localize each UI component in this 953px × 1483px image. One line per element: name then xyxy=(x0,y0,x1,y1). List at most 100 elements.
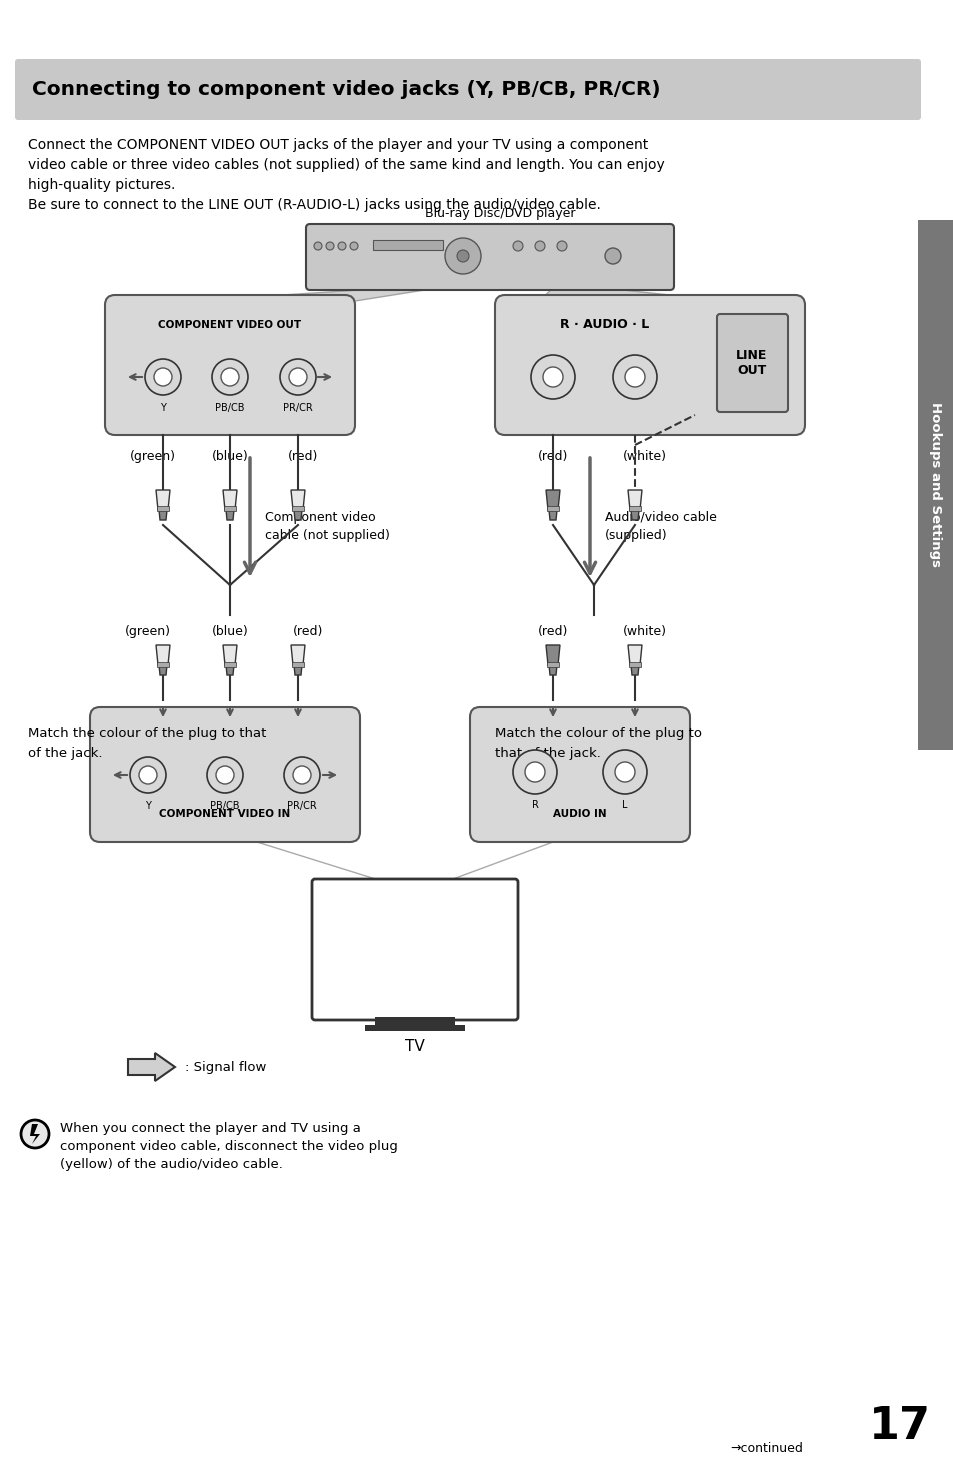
Circle shape xyxy=(293,767,311,785)
Circle shape xyxy=(130,756,166,793)
Circle shape xyxy=(513,242,522,251)
Text: (red): (red) xyxy=(288,449,318,463)
Bar xyxy=(365,1025,464,1031)
Polygon shape xyxy=(156,645,170,664)
Text: Component video: Component video xyxy=(265,510,375,523)
Text: Match the colour of the plug to: Match the colour of the plug to xyxy=(495,727,701,740)
Circle shape xyxy=(444,237,480,274)
FancyBboxPatch shape xyxy=(495,295,804,435)
Text: (supplied): (supplied) xyxy=(604,528,667,541)
FancyBboxPatch shape xyxy=(90,707,359,842)
Polygon shape xyxy=(223,489,236,510)
Text: PB/CB: PB/CB xyxy=(210,801,239,811)
Text: AUDIO IN: AUDIO IN xyxy=(553,810,606,819)
Text: high-quality pictures.: high-quality pictures. xyxy=(28,178,175,191)
Polygon shape xyxy=(226,510,233,521)
Bar xyxy=(292,506,304,512)
Circle shape xyxy=(604,248,620,264)
Circle shape xyxy=(624,366,644,387)
Circle shape xyxy=(326,242,334,251)
Polygon shape xyxy=(291,645,305,664)
Text: Be sure to connect to the LINE OUT (R-AUDIO-L) jacks using the audio/video cable: Be sure to connect to the LINE OUT (R-AU… xyxy=(28,199,600,212)
Polygon shape xyxy=(291,489,305,510)
Text: Match the colour of the plug to that: Match the colour of the plug to that xyxy=(28,727,266,740)
Text: of the jack.: of the jack. xyxy=(28,747,102,759)
Text: LINE
OUT: LINE OUT xyxy=(736,349,767,377)
FancyBboxPatch shape xyxy=(306,224,673,291)
Text: (white): (white) xyxy=(622,624,666,638)
Polygon shape xyxy=(156,489,170,510)
Circle shape xyxy=(557,242,566,251)
Bar xyxy=(157,661,169,667)
FancyBboxPatch shape xyxy=(717,314,787,412)
Text: video cable or three video cables (not supplied) of the same kind and length. Yo: video cable or three video cables (not s… xyxy=(28,159,664,172)
Text: COMPONENT VIDEO OUT: COMPONENT VIDEO OUT xyxy=(158,320,301,331)
Bar xyxy=(375,1017,455,1025)
Circle shape xyxy=(524,762,544,782)
Bar xyxy=(373,240,442,251)
Text: →continued: →continued xyxy=(729,1441,802,1455)
Circle shape xyxy=(280,359,315,394)
Polygon shape xyxy=(30,1124,40,1143)
Text: Blu-ray Disc/DVD player: Blu-ray Disc/DVD player xyxy=(424,208,575,219)
Polygon shape xyxy=(548,510,557,521)
Circle shape xyxy=(221,368,239,386)
Bar xyxy=(292,661,304,667)
Circle shape xyxy=(139,767,157,785)
Circle shape xyxy=(337,242,346,251)
Circle shape xyxy=(215,767,233,785)
Polygon shape xyxy=(627,489,641,510)
FancyBboxPatch shape xyxy=(470,707,689,842)
FancyBboxPatch shape xyxy=(15,59,920,120)
Text: When you connect the player and TV using a: When you connect the player and TV using… xyxy=(60,1123,360,1134)
Circle shape xyxy=(535,242,544,251)
Text: (yellow) of the audio/video cable.: (yellow) of the audio/video cable. xyxy=(60,1158,283,1172)
Polygon shape xyxy=(159,510,167,521)
Text: (green): (green) xyxy=(130,449,175,463)
Polygon shape xyxy=(535,286,764,305)
Text: PR/CR: PR/CR xyxy=(283,403,313,412)
Text: (blue): (blue) xyxy=(212,624,248,638)
Bar xyxy=(917,219,953,750)
Polygon shape xyxy=(159,664,167,675)
Text: (red): (red) xyxy=(293,624,323,638)
Polygon shape xyxy=(223,645,236,664)
Polygon shape xyxy=(294,510,302,521)
Circle shape xyxy=(145,359,181,394)
Text: : Signal flow: : Signal flow xyxy=(185,1060,266,1074)
Bar xyxy=(628,506,640,512)
Polygon shape xyxy=(294,664,302,675)
Text: R: R xyxy=(531,799,537,810)
Polygon shape xyxy=(130,286,450,305)
Circle shape xyxy=(284,756,319,793)
Text: Connect the COMPONENT VIDEO OUT jacks of the player and your TV using a componen: Connect the COMPONENT VIDEO OUT jacks of… xyxy=(28,138,648,151)
Circle shape xyxy=(542,366,562,387)
Circle shape xyxy=(613,354,657,399)
Text: cable (not supplied): cable (not supplied) xyxy=(265,528,390,541)
Polygon shape xyxy=(630,664,639,675)
Text: COMPONENT VIDEO IN: COMPONENT VIDEO IN xyxy=(159,810,291,819)
Circle shape xyxy=(615,762,635,782)
Circle shape xyxy=(456,251,469,262)
Bar xyxy=(224,661,235,667)
Circle shape xyxy=(153,368,172,386)
Text: R · AUDIO · L: R · AUDIO · L xyxy=(559,319,649,332)
Bar xyxy=(224,506,235,512)
Text: Hookups and Settings: Hookups and Settings xyxy=(928,402,942,568)
Text: Connecting to component video jacks (Y, PB/CB, PR/CR): Connecting to component video jacks (Y, … xyxy=(32,80,659,99)
Bar xyxy=(628,661,640,667)
Circle shape xyxy=(21,1120,49,1148)
Polygon shape xyxy=(545,645,559,664)
Circle shape xyxy=(513,750,557,793)
Text: 17: 17 xyxy=(868,1404,930,1447)
Circle shape xyxy=(289,368,307,386)
Text: L: L xyxy=(621,799,627,810)
Text: PR/CR: PR/CR xyxy=(287,801,316,811)
Text: PB/CB: PB/CB xyxy=(215,403,245,412)
Text: Y: Y xyxy=(160,403,166,412)
Text: (red): (red) xyxy=(537,624,568,638)
Text: (white): (white) xyxy=(622,449,666,463)
Circle shape xyxy=(602,750,646,793)
Polygon shape xyxy=(128,1053,174,1081)
Circle shape xyxy=(212,359,248,394)
